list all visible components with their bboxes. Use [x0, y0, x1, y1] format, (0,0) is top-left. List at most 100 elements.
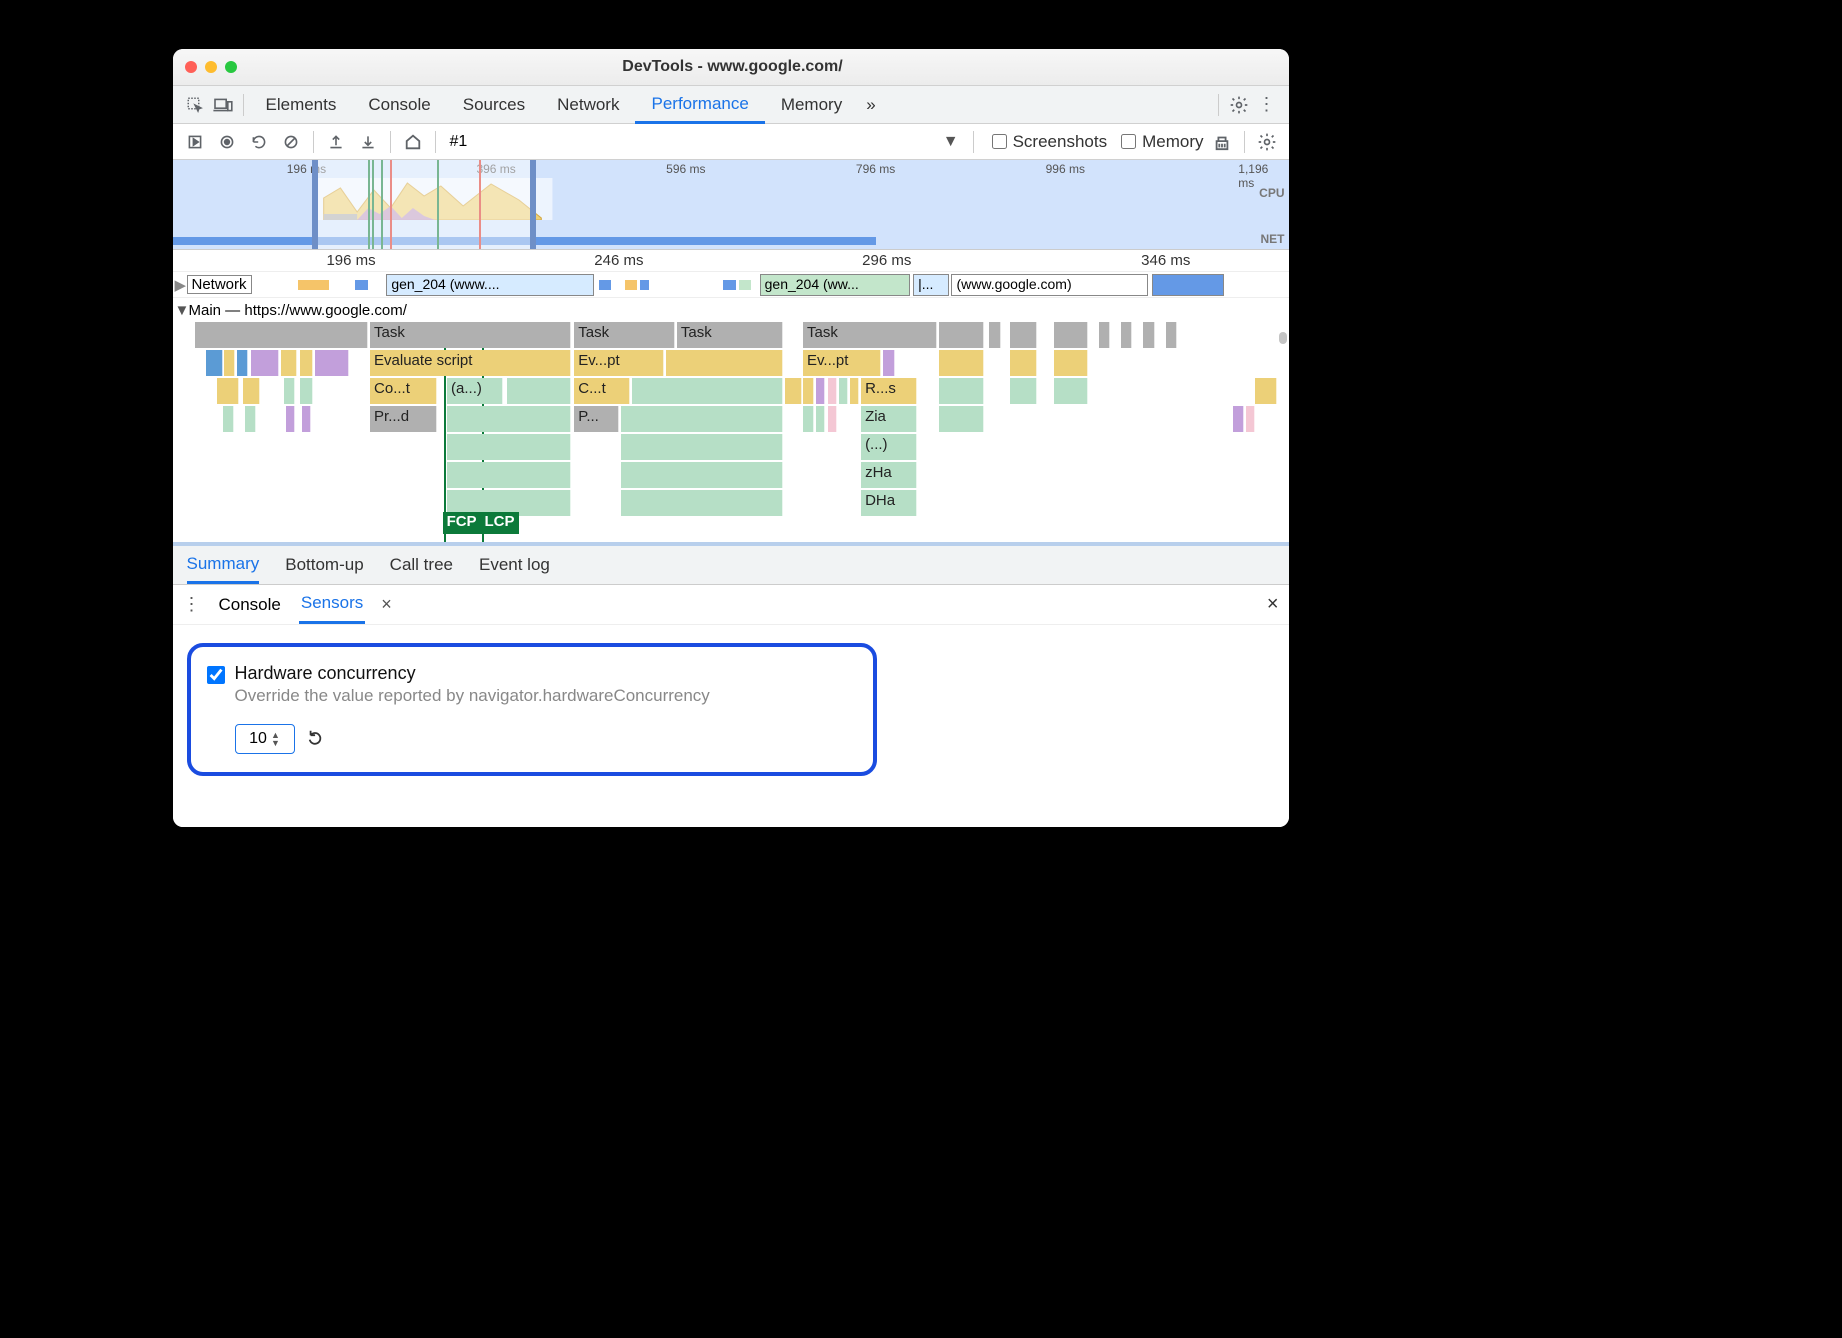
flame-entry[interactable] [1010, 378, 1038, 404]
gc-icon[interactable] [1208, 128, 1236, 156]
network-request[interactable]: (www.google.com) [951, 274, 1148, 296]
reload-icon[interactable] [245, 128, 273, 156]
hwc-reset-icon[interactable] [307, 728, 325, 751]
flame-entry[interactable] [621, 462, 783, 488]
flame-entry[interactable]: Ev...pt [803, 350, 881, 376]
flame-entry[interactable] [1054, 378, 1087, 404]
network-chip[interactable] [640, 280, 648, 290]
overview-handle-right[interactable] [530, 160, 536, 249]
fcp-badge[interactable]: FCP [443, 512, 481, 534]
hwc-checkbox[interactable] [207, 666, 225, 684]
flame-entry[interactable] [1233, 406, 1244, 432]
drawer-tab-console[interactable]: Console [217, 585, 283, 624]
network-request[interactable]: gen_204 (www.... [386, 274, 593, 296]
flame-entry[interactable] [206, 350, 223, 376]
flame-entry[interactable] [939, 322, 984, 348]
flame-entry[interactable] [447, 462, 571, 488]
flame-entry[interactable] [217, 378, 239, 404]
drawer-tab-sensors[interactable]: Sensors [299, 585, 365, 624]
home-icon[interactable] [399, 128, 427, 156]
flame-entry[interactable] [621, 434, 783, 460]
flame-entry[interactable] [939, 378, 984, 404]
tab-calltree[interactable]: Call tree [390, 546, 453, 584]
network-chip[interactable] [739, 280, 751, 290]
flame-entry[interactable]: C...t [574, 378, 630, 404]
inspect-icon[interactable] [181, 91, 209, 119]
flame-entry[interactable] [245, 406, 256, 432]
flame-entry[interactable] [1246, 406, 1255, 432]
profile-dropdown-icon[interactable]: ▼ [943, 133, 965, 151]
flame-entry[interactable] [237, 350, 248, 376]
flame-entry[interactable] [251, 350, 279, 376]
tab-memory[interactable]: Memory [765, 86, 858, 123]
tab-performance[interactable]: Performance [635, 87, 764, 124]
network-chip[interactable] [723, 280, 735, 290]
hwc-value-input[interactable]: 10 ▲▼ [235, 724, 295, 754]
flame-entry[interactable] [803, 406, 814, 432]
flame-entry[interactable] [447, 406, 571, 432]
overview-handle-left[interactable] [312, 160, 318, 249]
flame-entry[interactable] [223, 406, 234, 432]
overview-minimap[interactable]: 196 ms396 ms596 ms796 ms996 ms1,196 ms C… [173, 160, 1289, 250]
flame-entry[interactable] [1099, 322, 1110, 348]
flame-entry[interactable] [315, 350, 348, 376]
record-icon[interactable] [213, 128, 241, 156]
flame-entry[interactable] [243, 378, 260, 404]
network-chip[interactable] [298, 280, 329, 290]
flame-entry[interactable]: P... [574, 406, 619, 432]
flame-entry[interactable] [803, 378, 814, 404]
tab-sources[interactable]: Sources [447, 86, 541, 123]
flame-entry[interactable] [302, 406, 311, 432]
flame-entry[interactable] [632, 378, 783, 404]
tab-summary[interactable]: Summary [187, 546, 260, 584]
overview-selection[interactable] [312, 160, 530, 249]
network-disclosure-icon[interactable]: ▶ [173, 276, 187, 294]
flame-entry[interactable] [989, 322, 1000, 348]
tab-console[interactable]: Console [352, 86, 446, 123]
flame-entry[interactable] [785, 378, 802, 404]
kebab-icon[interactable]: ⋮ [1253, 91, 1281, 119]
flame-entry[interactable]: Evaluate script [370, 350, 571, 376]
drawer-tab-close-icon[interactable]: × [381, 594, 392, 615]
tab-more[interactable]: » [858, 86, 883, 123]
download-icon[interactable] [354, 128, 382, 156]
network-chip[interactable] [625, 280, 637, 290]
flame-entry[interactable]: DHa [861, 490, 917, 516]
flame-entry[interactable]: Task [803, 322, 937, 348]
flame-entry[interactable] [224, 350, 235, 376]
drawer-kebab-icon[interactable]: ⋮ [183, 594, 201, 615]
capture-settings-icon[interactable] [1253, 128, 1281, 156]
memory-checkbox[interactable]: Memory [1121, 132, 1203, 152]
network-request[interactable] [1152, 274, 1225, 296]
flame-entry[interactable] [850, 378, 859, 404]
tab-bottomup[interactable]: Bottom-up [285, 546, 363, 584]
flame-entry[interactable]: Ev...pt [574, 350, 663, 376]
flame-entry[interactable]: Pr...d [370, 406, 437, 432]
flame-entry[interactable]: Task [370, 322, 571, 348]
flame-entry[interactable] [281, 350, 298, 376]
upload-icon[interactable] [322, 128, 350, 156]
flame-entry[interactable] [1166, 322, 1177, 348]
network-request[interactable]: gen_204 (ww... [760, 274, 910, 296]
flame-entry[interactable]: Zia [861, 406, 917, 432]
flame-entry[interactable] [1010, 322, 1038, 348]
lcp-badge[interactable]: LCP [481, 512, 519, 534]
flame-entry[interactable] [621, 490, 783, 516]
flame-entry[interactable]: Task [574, 322, 674, 348]
flame-entry[interactable] [1010, 350, 1038, 376]
settings-icon[interactable] [1225, 91, 1253, 119]
flame-entry[interactable] [447, 434, 571, 460]
min-dot[interactable] [205, 61, 217, 73]
network-request[interactable]: |... [913, 274, 949, 296]
flame-entry[interactable]: Task [677, 322, 783, 348]
flame-entry[interactable]: (...) [861, 434, 917, 460]
flame-entry[interactable] [828, 406, 837, 432]
device-toggle-icon[interactable] [209, 91, 237, 119]
flame-entry[interactable] [1255, 378, 1277, 404]
main-disclosure-icon[interactable]: ▼ [175, 302, 189, 319]
flame-entry[interactable]: R...s [861, 378, 917, 404]
flame-entry[interactable] [1143, 322, 1154, 348]
tab-network[interactable]: Network [541, 86, 635, 123]
flame-entry[interactable] [286, 406, 295, 432]
flame-entry[interactable] [816, 406, 825, 432]
